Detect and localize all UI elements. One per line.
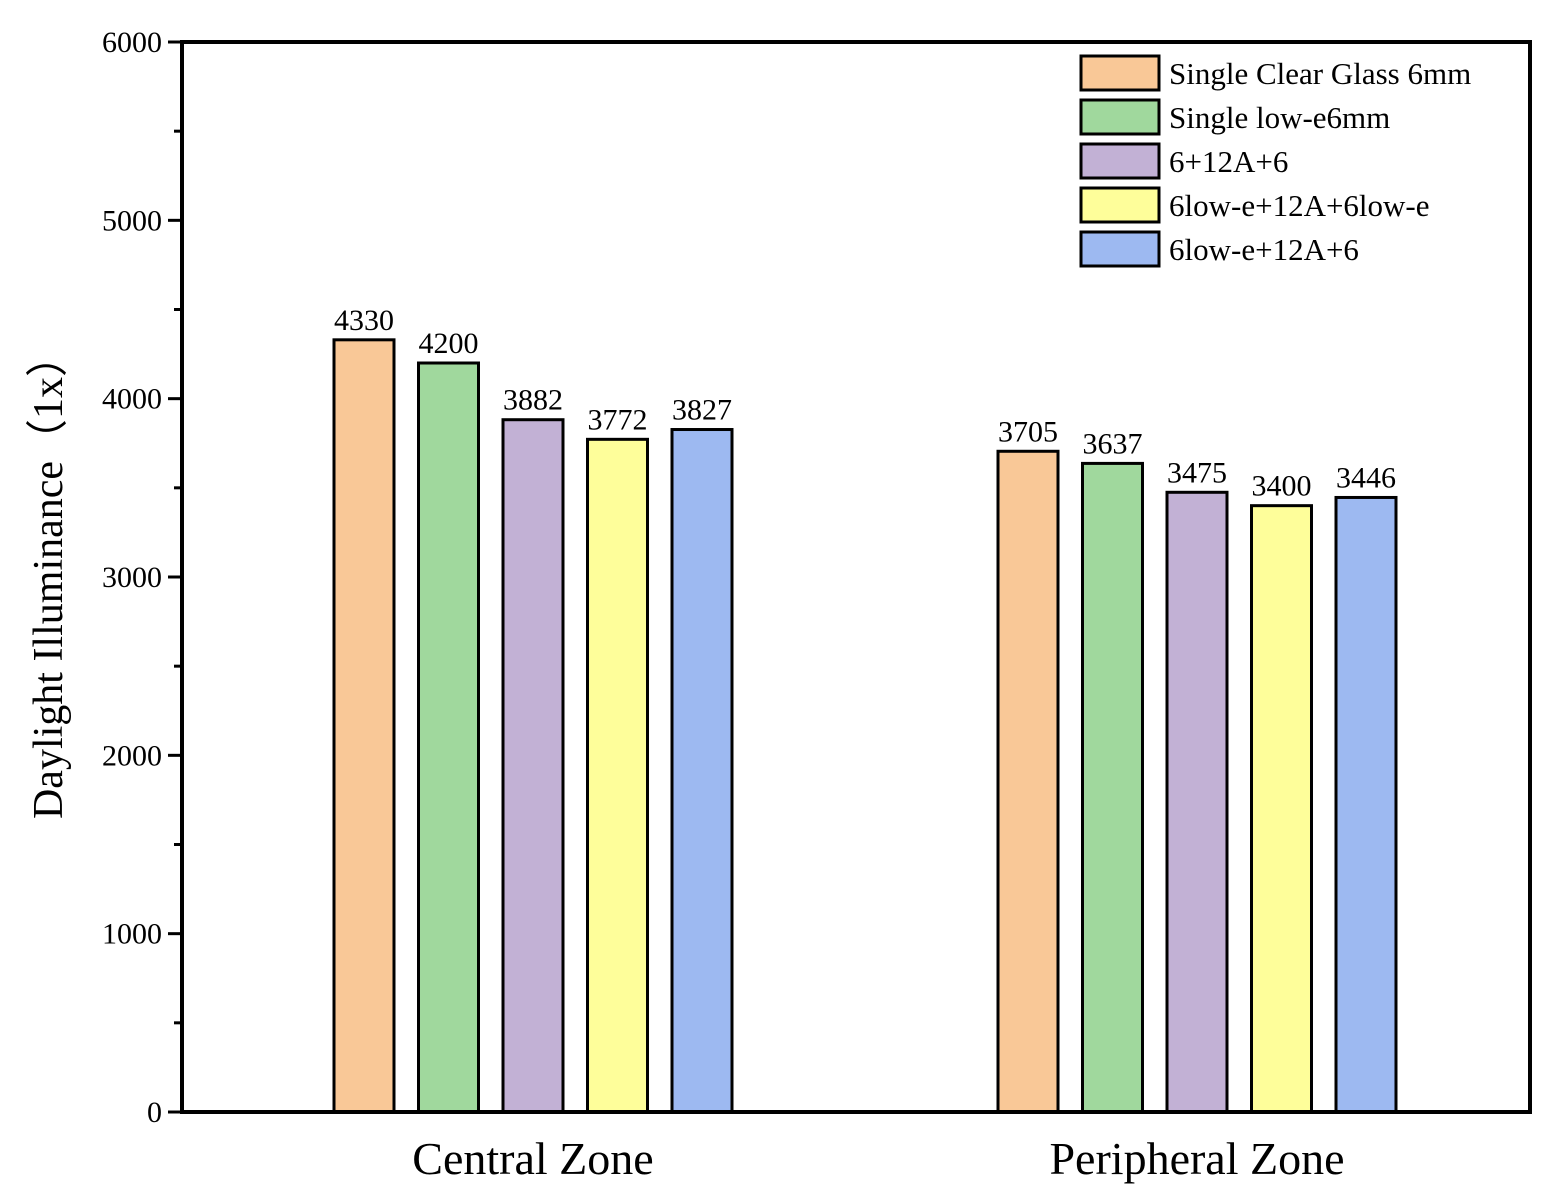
bars-layer: 4330 4200 3882 3772 3827 3705 3637 3475 3400 3446 (332, 304, 1398, 1114)
bar-peripheral-zone-2 (1165, 490, 1229, 1114)
data-label: 3400 (1252, 470, 1312, 503)
bar-central-zone-3 (586, 437, 649, 1114)
y-tick-label: 6000 (102, 26, 162, 59)
y-tick-label: 2000 (102, 739, 162, 772)
bar-central-zone-1 (417, 361, 480, 1114)
legend-label: Single low-e6mm (1169, 100, 1390, 135)
data-label: 3637 (1083, 427, 1143, 460)
data-label: 3772 (588, 403, 648, 436)
x-category-label: Central Zone (412, 1133, 653, 1184)
bar-peripheral-zone-4 (1334, 495, 1398, 1114)
legend-swatch (1079, 186, 1161, 224)
legend-label: 6low-e+12A+6 (1169, 232, 1359, 267)
data-label: 3475 (1167, 456, 1227, 489)
data-label: 4330 (334, 304, 394, 337)
legend: Single Clear Glass 6mm Single low-e6mm 6+1… (1079, 54, 1471, 268)
legend-swatch (1079, 98, 1161, 136)
legend-swatch (1079, 230, 1161, 268)
legend-swatch (1079, 54, 1161, 92)
data-label: 3446 (1336, 461, 1396, 494)
bar-peripheral-zone-0 (996, 449, 1060, 1114)
y-tick-label: 5000 (102, 204, 162, 237)
bar-peripheral-zone-3 (1250, 504, 1313, 1114)
axes-layer: 0 1000 2000 3000 4000 5000 6000 Central Zone Per… (102, 26, 1532, 1184)
legend-swatch (1079, 142, 1161, 180)
bar-central-zone-2 (501, 418, 565, 1114)
bar-central-zone-4 (670, 428, 734, 1114)
y-axis-title: Daylight Illuminance（1x） (26, 335, 72, 819)
y-tick-label: 3000 (102, 561, 162, 594)
y-tick-label: 1000 (102, 918, 162, 951)
bar-peripheral-zone-1 (1081, 461, 1144, 1114)
data-label: 3882 (503, 384, 563, 417)
y-tick-label: 4000 (102, 383, 162, 416)
data-label: 3827 (672, 394, 732, 427)
legend-label: Single Clear Glass 6mm (1169, 56, 1471, 91)
legend-label: 6+12A+6 (1169, 144, 1288, 179)
data-label: 4200 (419, 327, 479, 360)
legend-label: 6low-e+12A+6low-e (1169, 188, 1430, 223)
bar-central-zone-0 (332, 338, 396, 1114)
y-tick-label: 0 (147, 1096, 162, 1129)
x-category-label: Peripheral Zone (1049, 1133, 1344, 1184)
data-label: 3705 (998, 415, 1058, 448)
